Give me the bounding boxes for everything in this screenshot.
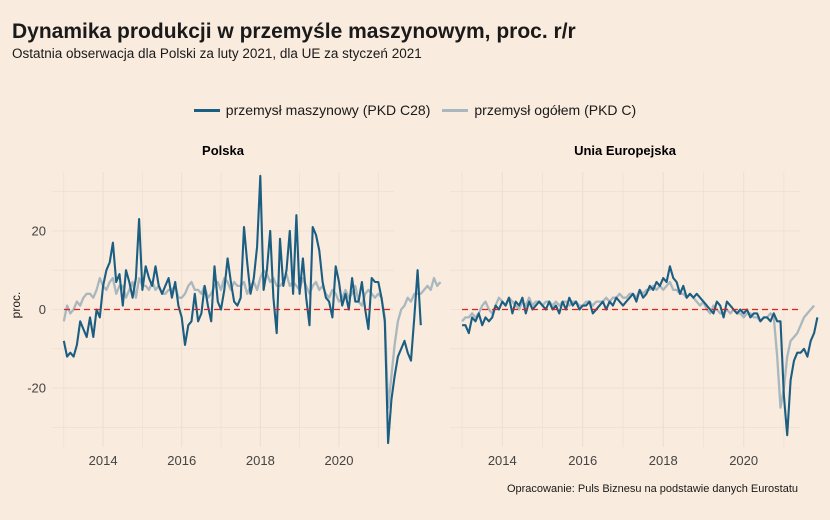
legend-key-machinery: [193, 108, 220, 112]
y-tick-label: 0: [39, 302, 46, 317]
x-tick-label-polska: 2018: [246, 453, 275, 468]
x-tick-label-ue: 2014: [488, 453, 517, 468]
legend: przemysł maszynowy (PKD C28) przemysł og…: [0, 102, 830, 118]
x-tick-label-ue: 2018: [649, 453, 678, 468]
chart-subtitle: Ostatnia obserwacja dla Polski za luty 2…: [12, 46, 422, 61]
series-line-total-ue: [461, 280, 815, 409]
x-tick-label-ue: 2016: [568, 453, 597, 468]
legend-label-total: przemysł ogółem (PKD C): [474, 102, 637, 118]
legend-item-total: przemysł ogółem (PKD C): [442, 102, 636, 118]
x-tick-label-polska: 2016: [167, 453, 196, 468]
series-line-machinery-ue: [462, 265, 819, 437]
source-caption: Opracowanie: Puls Biznesu na podstawie d…: [506, 483, 798, 495]
y-tick-label: 20: [32, 223, 46, 238]
chart-title: Dynamika produkcji w przemyśle maszynowy…: [12, 20, 576, 43]
x-tick-label-polska: 2020: [325, 453, 354, 468]
panel-title-polska: Polska: [202, 143, 245, 158]
y-tick-label: -20: [27, 381, 46, 396]
panel-title-ue: Unia Europejska: [574, 143, 677, 158]
legend-item-machinery: przemysł maszynowy (PKD C28): [193, 102, 431, 118]
x-tick-label-ue: 2020: [729, 453, 758, 468]
legend-key-total: [442, 108, 469, 112]
legend-label-machinery: przemysł maszynowy (PKD C28): [225, 102, 431, 118]
series-line-machinery-polska: [62, 174, 422, 445]
y-axis-title: proc.: [9, 292, 23, 319]
x-tick-label-polska: 2014: [89, 453, 118, 468]
